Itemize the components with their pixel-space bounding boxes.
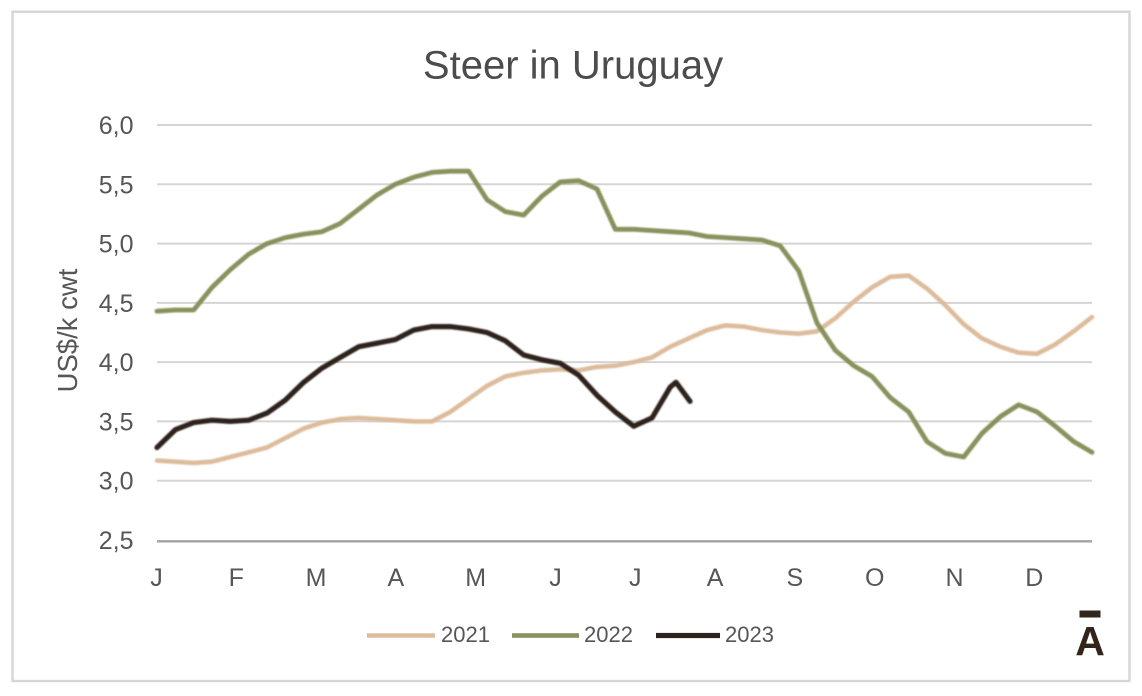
svg-text:5,0: 5,0 [99, 231, 134, 259]
svg-text:A: A [707, 564, 724, 592]
svg-text:M: M [465, 564, 486, 592]
svg-text:2,5: 2,5 [99, 527, 134, 555]
svg-text:2023: 2023 [725, 622, 774, 647]
svg-text:D: D [1025, 564, 1043, 592]
svg-text:4,5: 4,5 [99, 290, 134, 318]
svg-text:A: A [1075, 618, 1105, 664]
svg-text:2022: 2022 [584, 622, 633, 647]
svg-text:6,0: 6,0 [99, 112, 134, 140]
svg-text:2021: 2021 [441, 622, 490, 647]
svg-text:J: J [549, 564, 562, 592]
svg-text:Steer in Uruguay: Steer in Uruguay [423, 44, 723, 88]
svg-text:US$/k cwt: US$/k cwt [52, 268, 83, 392]
svg-text:O: O [865, 564, 884, 592]
svg-text:S: S [787, 564, 804, 592]
svg-text:5,5: 5,5 [99, 171, 134, 199]
svg-text:3,5: 3,5 [99, 408, 134, 436]
svg-text:4,0: 4,0 [99, 349, 134, 377]
svg-text:J: J [629, 564, 642, 592]
svg-text:A: A [388, 564, 405, 592]
svg-text:N: N [945, 564, 963, 592]
svg-text:M: M [306, 564, 327, 592]
svg-text:3,0: 3,0 [99, 468, 134, 496]
svg-text:J: J [150, 564, 163, 592]
svg-text:F: F [229, 564, 244, 592]
